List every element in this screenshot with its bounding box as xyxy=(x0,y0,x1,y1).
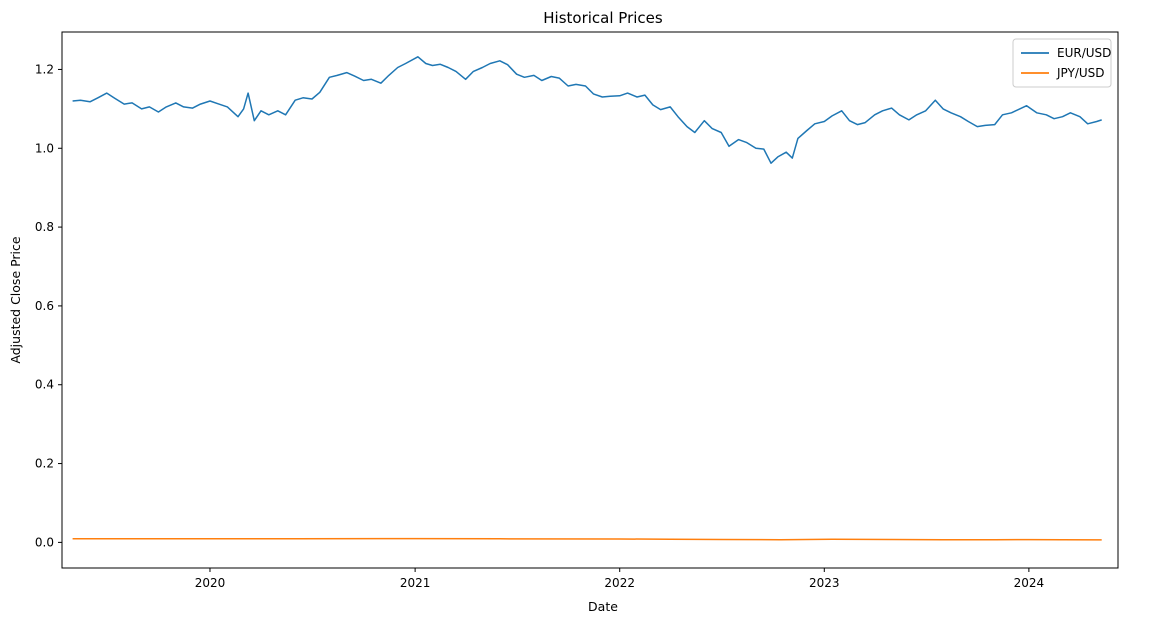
y-tick-label: 0.4 xyxy=(35,378,54,392)
x-tick-label: 2021 xyxy=(400,576,431,590)
y-axis-label: Adjusted Close Price xyxy=(8,236,23,364)
y-tick-label: 0.6 xyxy=(35,299,54,313)
chart-title: Historical Prices xyxy=(543,9,663,27)
y-axis: 0.0 0.2 0.4 0.6 0.8 1.0 1.2 xyxy=(35,62,62,549)
legend-label: EUR/USD xyxy=(1057,46,1111,60)
series-line-eur-usd xyxy=(72,56,1102,164)
y-tick-label: 0.8 xyxy=(35,220,54,234)
x-axis: 2020 2021 2022 2023 2024 xyxy=(195,568,1044,590)
series-line-jpy-usd xyxy=(72,537,1102,541)
x-tick-label: 2022 xyxy=(604,576,635,590)
legend-box xyxy=(1012,38,1112,88)
x-axis-label: Date xyxy=(588,599,618,614)
plot-area xyxy=(61,31,1119,569)
x-tick-label: 2020 xyxy=(195,576,226,590)
x-tick-label: 2023 xyxy=(809,576,840,590)
y-tick-label: 0.0 xyxy=(35,535,54,549)
x-tick-label: 2024 xyxy=(1014,576,1045,590)
legend: EUR/USD JPY/USD xyxy=(1012,38,1112,88)
y-tick-label: 1.2 xyxy=(35,62,54,76)
legend-label: JPY/USD xyxy=(1056,66,1105,80)
y-tick-label: 1.0 xyxy=(35,141,54,155)
series-lines xyxy=(72,56,1102,541)
y-tick-label: 0.2 xyxy=(35,457,54,471)
